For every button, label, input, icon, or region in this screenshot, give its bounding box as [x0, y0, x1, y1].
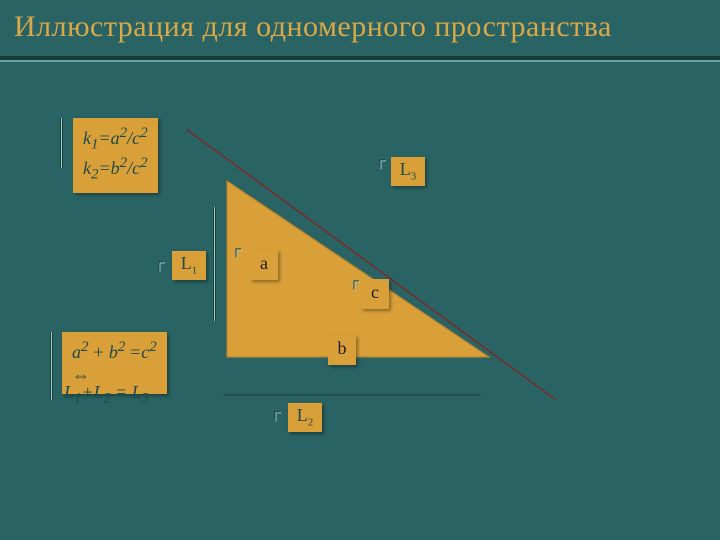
title-underline — [0, 56, 720, 62]
formula-k1: k1=a2/c2 — [83, 124, 148, 154]
tick-a: ┌ — [231, 240, 241, 256]
tick-L1: ┌ — [154, 253, 164, 269]
formula-L-sum: L1+L2 = L3 — [64, 381, 149, 409]
page-title: Иллюстрация для одномерного пространства — [14, 10, 612, 44]
tick-L3: ┌ — [375, 151, 385, 167]
tick-L2: ┌ — [270, 403, 280, 419]
formula-k-box: k1=a2/c2 k2=b2/c2 — [73, 118, 158, 193]
formula-k2: k2=b2/c2 — [83, 154, 148, 184]
label-b: b — [328, 335, 356, 365]
tick-c: ┌ — [349, 272, 359, 288]
accent-bar-L1 — [213, 207, 216, 321]
label-c: c — [361, 279, 389, 309]
hypotenuse-extension-line — [186, 129, 556, 400]
label-a: a — [250, 250, 278, 280]
label-L2: L2 — [288, 403, 322, 432]
accent-bar-formula1 — [60, 118, 63, 168]
label-L1: L1 — [172, 251, 206, 280]
diagram-canvas — [0, 0, 720, 540]
formula-pyth-line1: a2 + b2 =c2 — [72, 338, 157, 364]
label-L3: L3 — [391, 157, 425, 186]
accent-bar-formula2 — [50, 332, 53, 400]
